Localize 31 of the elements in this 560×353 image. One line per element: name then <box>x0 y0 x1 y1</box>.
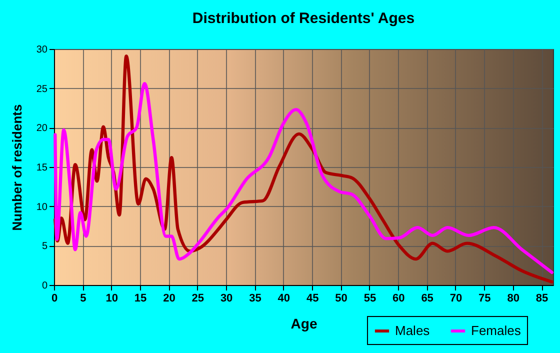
chart-title: Distribution of Residents' Ages <box>192 10 415 27</box>
x-tick-label: 0 <box>51 292 58 304</box>
x-tick-label: 30 <box>220 292 233 304</box>
y-tick-label: 25 <box>36 84 48 95</box>
x-tick-label: 15 <box>134 292 147 304</box>
y-axis-title: Number of residents <box>9 104 24 231</box>
x-tick-label: 75 <box>478 292 491 304</box>
x-tick-label: 25 <box>192 292 204 304</box>
x-tick-label: 45 <box>306 292 319 304</box>
x-tick-label: 20 <box>163 292 176 304</box>
line-series <box>54 82 554 274</box>
x-tick-label: 55 <box>364 292 376 304</box>
x-tick-label: 60 <box>392 292 405 304</box>
y-tick-label: 15 <box>36 162 48 174</box>
x-tick-label: 85 <box>536 292 548 304</box>
legend-label: Males <box>395 323 430 338</box>
x-tick-label: 50 <box>335 292 348 304</box>
x-tick-label: 40 <box>278 292 290 304</box>
x-tick-label: 35 <box>249 292 262 304</box>
x-tick-label: 80 <box>507 292 520 304</box>
x-tick-label: 65 <box>421 292 434 304</box>
x-tick-label: 10 <box>106 292 118 304</box>
y-tick-label: 30 <box>36 44 48 56</box>
x-axis-title: Age <box>290 316 318 332</box>
x-tick-label: 70 <box>450 292 462 304</box>
y-tick-label: 10 <box>36 202 48 213</box>
y-tick-label: 20 <box>36 123 48 134</box>
y-tick-label: 5 <box>42 241 48 252</box>
y-tick-label: 0 <box>42 280 48 292</box>
legend-label: Females <box>471 323 522 338</box>
x-tick-label: 5 <box>80 292 86 304</box>
